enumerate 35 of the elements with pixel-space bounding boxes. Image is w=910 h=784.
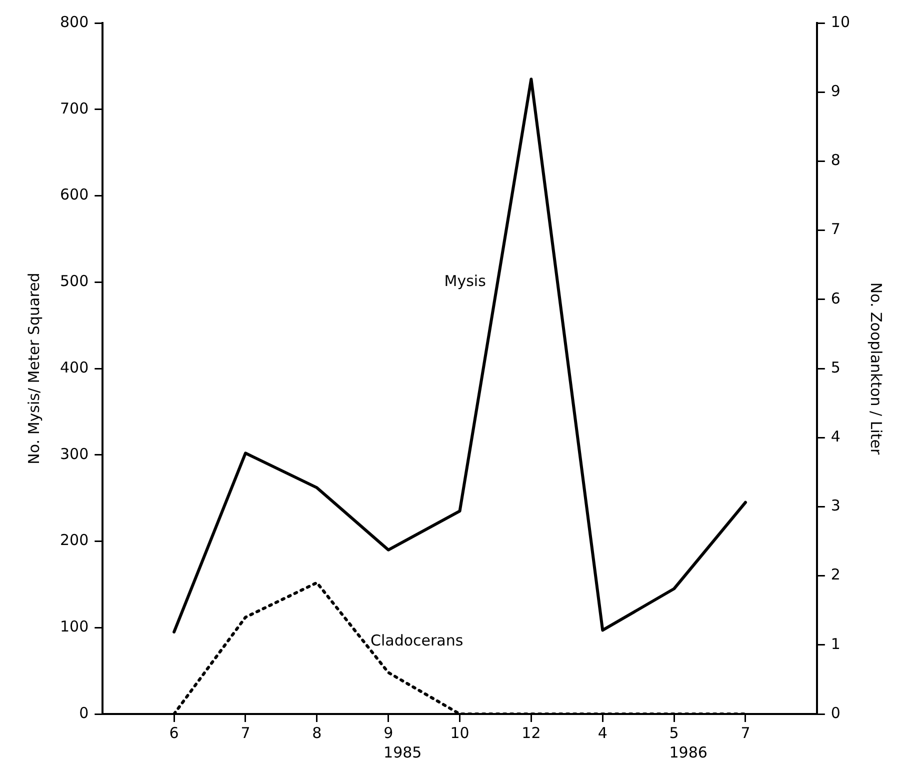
y2-tick-label: 9	[830, 82, 840, 100]
x-tick-label: 9	[384, 724, 394, 742]
y2-tick-label: 10	[830, 12, 850, 31]
y2-tick-label: 1	[830, 634, 840, 653]
y-tick-label: 100	[60, 618, 89, 636]
text: 1985	[384, 743, 422, 762]
y2-tick-label: 8	[830, 151, 840, 170]
y2-axis-title: No. Zooplankton / Liter	[867, 282, 886, 456]
y2-tick-label: 0	[830, 704, 840, 722]
y-axis-title: No. Mysis/ Meter Squared	[24, 272, 43, 464]
y2-tick-label: 6	[830, 289, 840, 308]
y2-tick-label: 2	[830, 566, 840, 584]
series-label: Mysis	[444, 272, 486, 290]
x-tick-label: 5	[669, 724, 679, 742]
y-tick-label: 400	[60, 358, 89, 376]
y-tick-label: 800	[60, 12, 89, 31]
y2-tick-label: 5	[830, 358, 840, 376]
y-tick-label: 600	[60, 186, 89, 204]
y-tick-label: 200	[60, 531, 89, 550]
x-tick-label: 10	[450, 724, 470, 742]
text: 1986	[669, 743, 708, 762]
series-label: Cladocerans	[370, 631, 464, 650]
x-tick-label: 6	[169, 724, 179, 742]
x-tick-label: 8	[312, 724, 322, 742]
y-tick-label: 500	[60, 272, 89, 290]
x-tick-label: 7	[740, 724, 750, 742]
y-tick-label: 700	[60, 99, 89, 118]
y2-tick-label: 4	[830, 427, 840, 446]
y-tick-label: 0	[79, 704, 89, 722]
x-tick-label: 7	[240, 724, 250, 742]
y-tick-label: 300	[60, 444, 89, 463]
y2-tick-label: 3	[830, 496, 840, 515]
x-tick-label: 12	[522, 724, 541, 742]
y2-tick-label: 7	[830, 220, 840, 238]
x-tick-label: 4	[598, 724, 608, 742]
